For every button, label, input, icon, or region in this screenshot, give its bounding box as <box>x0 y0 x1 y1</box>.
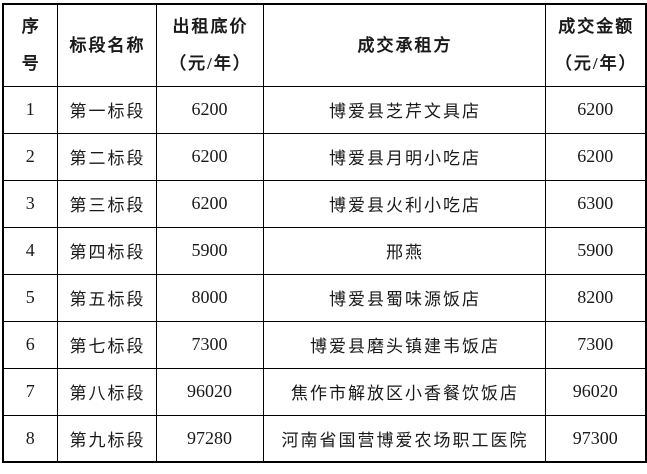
cell-base-rent: 96020 <box>155 367 264 416</box>
cell-deal-amount: 6200 <box>544 85 647 134</box>
cell-index: 4 <box>2 226 58 275</box>
cell-deal-amount: 6300 <box>544 179 647 228</box>
table-row: 6 第七标段 7300 博爱县磨头镇建韦饭店 7300 <box>2 320 647 369</box>
cell-lessee: 邢燕 <box>262 226 546 275</box>
cell-index: 1 <box>2 85 58 134</box>
cell-section-name: 第三标段 <box>56 179 157 228</box>
column-header-index-line: 序 <box>21 17 41 37</box>
cell-base-rent: 6200 <box>155 132 264 181</box>
table-row: 1 第一标段 6200 博爱县芝芹文具店 6200 <box>2 85 647 134</box>
cell-deal-amount: 6200 <box>544 132 647 181</box>
column-header-base-rent: 出租底价 （元/年） <box>155 3 264 87</box>
cell-lessee: 焦作市解放区小香餐饮饭店 <box>262 367 546 416</box>
table-header-row: 序号标段名称 出租底价 （元/年） 成交承租方 成交金额 （元/年） <box>2 3 647 87</box>
column-header-lessee-line: 成交承租方 <box>357 35 453 55</box>
cell-lessee: 博爱县蜀味源饭店 <box>262 273 546 322</box>
column-header-deal-amount: 成交金额 （元/年） <box>544 3 647 87</box>
cell-index: 8 <box>2 414 58 463</box>
cell-base-rent: 97280 <box>155 414 264 463</box>
column-header-section-name: 标段名称 <box>56 3 157 87</box>
cell-lessee: 博爱县火利小吃店 <box>262 179 546 228</box>
cell-section-name: 第一标段 <box>56 85 157 134</box>
cell-index: 3 <box>2 179 58 228</box>
table-row: 2 第二标段 6200 博爱县月明小吃店 6200 <box>2 132 647 181</box>
table-row: 4 第四标段 5900 邢燕 5900 <box>2 226 647 275</box>
table-row: 8 第九标段 97280 河南省国营博爱农场职工医院 97300 <box>2 414 647 463</box>
cell-deal-amount: 5900 <box>544 226 647 275</box>
table-row: 5 第五标段 8000 博爱县蜀味源饭店 8200 <box>2 273 647 322</box>
column-header-lessee: 成交承租方 <box>262 3 546 87</box>
cell-deal-amount: 7300 <box>544 320 647 369</box>
cell-lessee: 河南省国营博爱农场职工医院 <box>262 414 546 463</box>
cell-base-rent: 5900 <box>155 226 264 275</box>
cell-section-name: 第七标段 <box>56 320 157 369</box>
cell-base-rent: 8000 <box>155 273 264 322</box>
column-header-section-name-line: 标段名称 <box>69 35 146 55</box>
column-header-index-line: 号 <box>21 54 41 74</box>
rental-results-table: 序号标段名称 出租底价 （元/年） 成交承租方 成交金额 （元/年） 1 第一标段 6200 博… <box>2 3 647 463</box>
cell-base-rent: 6200 <box>155 179 264 228</box>
column-header-base-rent-line: （元/年） <box>169 54 252 74</box>
cell-lessee: 博爱县月明小吃店 <box>262 132 546 181</box>
cell-section-name: 第八标段 <box>56 367 157 416</box>
cell-section-name: 第五标段 <box>56 273 157 322</box>
cell-deal-amount: 97300 <box>544 414 647 463</box>
cell-deal-amount: 8200 <box>544 273 647 322</box>
cell-index: 5 <box>2 273 58 322</box>
cell-deal-amount: 96020 <box>544 367 647 416</box>
cell-lessee: 博爱县芝芹文具店 <box>262 85 546 134</box>
cell-section-name: 第九标段 <box>56 414 157 463</box>
table-row: 3 第三标段 6200 博爱县火利小吃店 6300 <box>2 179 647 228</box>
column-header-index: 序号 <box>2 3 58 87</box>
cell-index: 2 <box>2 132 58 181</box>
cell-base-rent: 6200 <box>155 85 264 134</box>
cell-index: 7 <box>2 367 58 416</box>
cell-lessee: 博爱县磨头镇建韦饭店 <box>262 320 546 369</box>
table-row: 7 第八标段 96020 焦作市解放区小香餐饮饭店 96020 <box>2 367 647 416</box>
column-header-deal-amount-line: 成交金额 <box>558 17 635 37</box>
column-header-base-rent-line: 出租底价 <box>172 17 249 37</box>
cell-section-name: 第四标段 <box>56 226 157 275</box>
cell-index: 6 <box>2 320 58 369</box>
cell-base-rent: 7300 <box>155 320 264 369</box>
column-header-deal-amount-line: （元/年） <box>554 54 638 74</box>
cell-section-name: 第二标段 <box>56 132 157 181</box>
